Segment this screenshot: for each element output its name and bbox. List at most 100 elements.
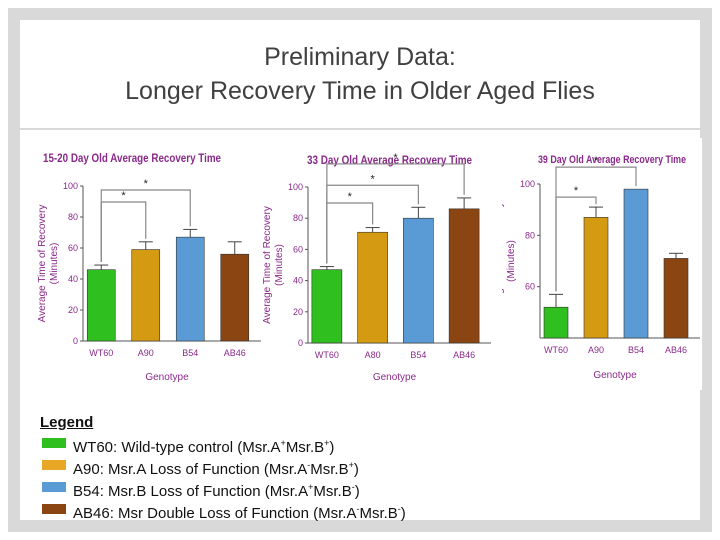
significance-star: * — [348, 191, 353, 203]
x-tick-label: A90 — [138, 348, 154, 358]
legend-label: A90: Msr.A Loss of Function (Msr.A — [73, 461, 308, 478]
y-axis-label-units: (Minutes) — [506, 240, 517, 282]
significance-star: * — [594, 155, 599, 167]
x-tick-label: A80 — [365, 350, 381, 360]
legend-label: B54: Msr.B Loss of Function (Msr.A — [73, 483, 309, 500]
chart-title: 39 Day Old Average Recovery Time — [538, 154, 686, 166]
significance-bracket — [100, 189, 191, 263]
legend-swatch-ab46 — [42, 504, 66, 514]
slide-title: Preliminary Data: Longer Recovery Time i… — [20, 40, 700, 108]
legend-label: AB46: Msr Double Loss of Function (Msr.A — [73, 505, 357, 522]
x-axis-label: Genotype — [373, 372, 417, 383]
legend-item-b54: B54: Msr.B Loss of Function (Msr.A+Msr.B… — [40, 476, 406, 500]
legend-sup: + — [348, 460, 354, 470]
bar-a90 — [131, 249, 161, 342]
bar-b54 — [403, 217, 434, 344]
legend: Legend WT60: Wild-type control (Msr.A+Ms… — [40, 414, 406, 522]
y-axis-label: Average Time of Recovery — [502, 202, 505, 320]
bar-ab46 — [448, 208, 480, 344]
chart-panel-2: 33 Day Old Average Recovery Time Average … — [262, 140, 500, 398]
bar-b54 — [175, 236, 205, 342]
significance-bracket — [326, 163, 465, 264]
x-tick-label: AB46 — [453, 350, 475, 360]
significance-star: * — [393, 152, 398, 164]
x-tick-label: WT60 — [544, 345, 568, 355]
x-tick-label: B54 — [182, 348, 198, 358]
x-tick-label: AB46 — [665, 345, 687, 355]
legend-label-end: ) — [354, 483, 360, 500]
significance-star: * — [574, 185, 579, 197]
x-tick-label: B54 — [628, 345, 644, 355]
y-tick-label: 80 — [293, 213, 303, 223]
y-tick-label: 100 — [520, 179, 535, 189]
chart-panel-3: 39 Day Old Average Recovery Time Average … — [494, 138, 702, 390]
y-tick-label: 60 — [525, 282, 535, 292]
x-tick-label: AB46 — [224, 348, 246, 358]
significance-bracket — [555, 166, 637, 292]
chart-title: 15-20 Day Old Average Recovery Time — [43, 151, 221, 165]
legend-sup: - — [397, 504, 401, 514]
y-axis-label-units: (Minutes) — [49, 243, 60, 285]
y-axis-label-units: (Minutes) — [274, 244, 285, 286]
significance-star: * — [370, 173, 375, 185]
y-axis-label: Average Time of Recovery — [263, 206, 273, 324]
legend-sup: + — [324, 438, 330, 448]
y-tick-label: 60 — [293, 244, 303, 254]
legend-label-mid: Msr.B — [313, 483, 352, 500]
x-tick-label: B54 — [410, 350, 426, 360]
title-box — [20, 20, 700, 128]
y-tick-label: 40 — [293, 276, 303, 286]
legend-item-wt60: WT60: Wild-type control (Msr.A+Msr.B+) — [40, 432, 406, 456]
y-tick-label: 80 — [68, 212, 78, 222]
x-tick-label: WT60 — [89, 348, 113, 358]
legend-swatch-a90 — [42, 460, 66, 470]
chart-33-day: 33 Day Old Average Recovery Time Average … — [262, 152, 491, 383]
y-tick-label: 20 — [68, 305, 78, 315]
bar-b54 — [623, 188, 649, 339]
title-line-1: Preliminary Data: — [264, 43, 456, 71]
y-axis-label: Average Time of Recovery — [37, 205, 48, 323]
legend-sup: + — [308, 482, 314, 492]
legend-label-mid: Msr.B — [285, 439, 325, 456]
legend-item-ab46: AB46: Msr Double Loss of Function (Msr.A… — [40, 498, 406, 522]
legend-item-a90: A90: Msr.A Loss of Function (Msr.A-Msr.B… — [40, 454, 406, 478]
legend-swatch-b54 — [42, 482, 66, 492]
chart-panel-1: 15-20 Day Old Average Recovery Time Avera… — [33, 136, 263, 398]
bar-wt60 — [86, 269, 116, 342]
bar-wt60 — [311, 269, 343, 344]
chart-title: 33 Day Old Average Recovery Time — [307, 153, 472, 167]
y-tick-label: 60 — [68, 243, 78, 253]
legend-sup: + — [280, 438, 286, 448]
chart-15-20-day: 15-20 Day Old Average Recovery Time Avera… — [37, 151, 261, 383]
legend-label-mid: Msr.B — [310, 461, 349, 478]
legend-label-end: ) — [329, 439, 335, 456]
legend-swatch-wt60 — [42, 438, 66, 448]
y-tick-label: 100 — [288, 182, 303, 192]
legend-sup: - — [351, 482, 355, 492]
legend-sup: - — [307, 460, 311, 470]
legend-label-end: ) — [400, 505, 406, 522]
x-tick-label: WT60 — [315, 350, 339, 360]
legend-label-mid: Msr.B — [359, 505, 398, 522]
bar-a90 — [357, 231, 388, 344]
legend-sup: - — [356, 504, 360, 514]
bar-ab46 — [220, 253, 250, 342]
chart-39-day: 39 Day Old Average Recovery Time Average … — [494, 154, 700, 381]
bar-ab46 — [663, 258, 689, 339]
legend-label-end: ) — [353, 461, 359, 478]
legend-heading: Legend — [40, 414, 94, 431]
x-axis-label: Genotype — [145, 372, 189, 383]
x-axis-label: Genotype — [593, 370, 637, 381]
x-tick-label: A90 — [588, 345, 604, 355]
y-tick-label: 0 — [298, 338, 303, 348]
y-tick-label: 80 — [525, 230, 535, 240]
bar-wt60 — [543, 306, 569, 339]
significance-star: * — [144, 178, 149, 190]
legend-label: WT60: Wild-type control (Msr.A — [73, 439, 281, 456]
title-line-2: Longer Recovery Time in Older Aged Flies — [125, 77, 595, 105]
y-tick-label: 0 — [73, 336, 78, 346]
y-tick-label: 40 — [68, 274, 78, 284]
significance-star: * — [121, 190, 126, 202]
bar-a90 — [583, 217, 609, 339]
